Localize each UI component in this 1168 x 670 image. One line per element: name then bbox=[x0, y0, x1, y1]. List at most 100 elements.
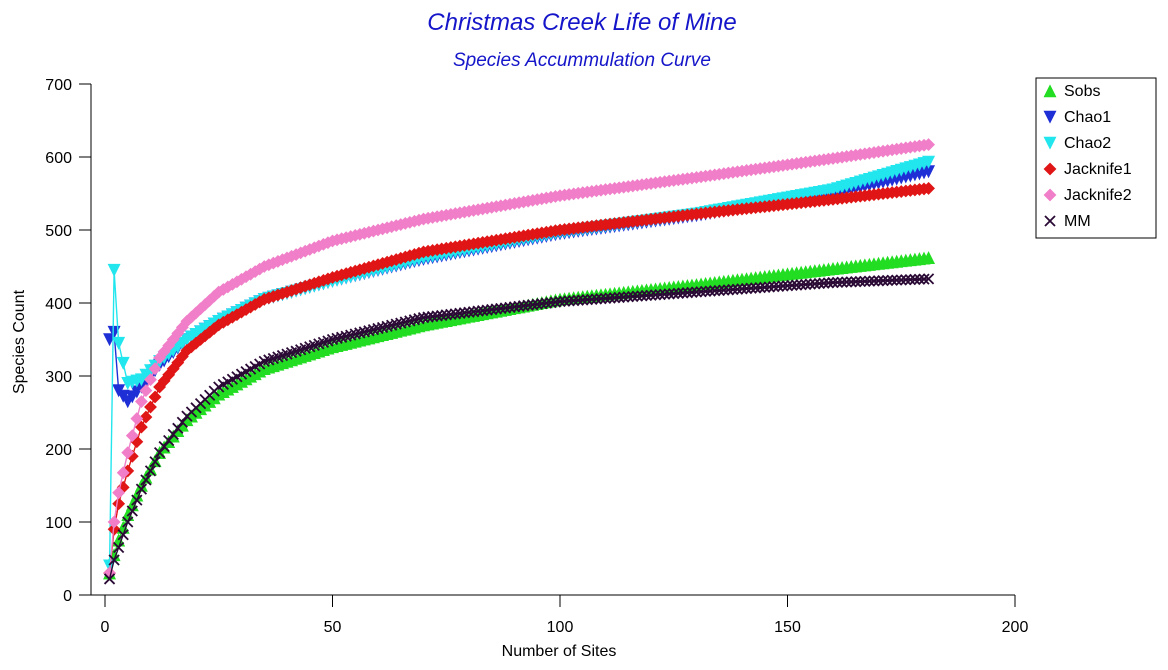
mm-point bbox=[172, 422, 184, 434]
x-axis-label: Number of Sites bbox=[502, 643, 617, 660]
mm-point bbox=[490, 303, 502, 315]
mm-point bbox=[745, 282, 757, 294]
mm-point bbox=[517, 300, 530, 312]
y-tick-label: 500 bbox=[45, 223, 72, 240]
mm-point bbox=[431, 310, 443, 322]
jacknife1-point bbox=[139, 410, 153, 424]
mm-point bbox=[536, 298, 548, 310]
mm-point bbox=[859, 275, 871, 287]
mm-point bbox=[649, 289, 662, 301]
mm-point bbox=[577, 294, 589, 306]
mm-point bbox=[790, 279, 803, 291]
mm-point bbox=[900, 274, 912, 286]
mm-point bbox=[891, 274, 903, 286]
mm-point bbox=[522, 299, 534, 311]
legend-jacknife1-point bbox=[1043, 162, 1057, 176]
mm-point bbox=[599, 292, 612, 305]
mm-point bbox=[786, 279, 798, 292]
y-axis-label: Species Count bbox=[11, 289, 28, 394]
chart-subtitle: Species Accummulation Curve bbox=[453, 50, 711, 71]
mm-point bbox=[568, 294, 580, 307]
series-mm bbox=[103, 273, 935, 585]
mm-point bbox=[103, 573, 116, 585]
mm-point bbox=[426, 310, 439, 323]
mm-point bbox=[417, 311, 430, 324]
mm-point bbox=[549, 296, 562, 308]
jacknife1-point bbox=[134, 420, 148, 434]
mm-point bbox=[736, 283, 748, 295]
mm-point bbox=[108, 554, 120, 566]
mm-point bbox=[618, 291, 630, 303]
jacknife2-point bbox=[107, 515, 121, 529]
mm-point bbox=[872, 275, 885, 287]
mm-point bbox=[850, 276, 862, 288]
jacknife1-point bbox=[144, 400, 157, 414]
x-tick-label: 100 bbox=[547, 619, 574, 636]
mm-point bbox=[613, 291, 625, 304]
mm-point bbox=[822, 277, 835, 289]
jacknife1-point bbox=[112, 497, 126, 511]
mm-point bbox=[167, 428, 179, 441]
jacknife2-point bbox=[139, 384, 153, 398]
mm-point bbox=[909, 273, 921, 286]
mm-point bbox=[153, 447, 166, 459]
jacknife1-point bbox=[922, 181, 935, 195]
mm-point bbox=[690, 286, 703, 298]
jacknife2-point bbox=[116, 466, 130, 480]
mm-point bbox=[704, 285, 716, 297]
series-jacknife2 bbox=[103, 138, 935, 580]
mm-point bbox=[608, 292, 621, 304]
chao2-point bbox=[922, 155, 936, 169]
axes-layer: 0 50 100 150 200 0 100 200 300 400 500 600 700 bbox=[45, 77, 1028, 636]
mm-point bbox=[645, 289, 657, 301]
mm-point bbox=[595, 293, 607, 305]
mm-point bbox=[176, 416, 188, 428]
mm-point bbox=[499, 302, 512, 314]
mm-point bbox=[495, 302, 507, 315]
mm-point bbox=[558, 295, 571, 307]
legend-box bbox=[1035, 77, 1157, 239]
series-chao2 bbox=[103, 155, 936, 573]
mm-point bbox=[477, 305, 489, 317]
mm-point bbox=[681, 287, 694, 299]
mm-point bbox=[831, 276, 844, 289]
plot-layer bbox=[103, 138, 936, 585]
legend-label-chao1: Chao1 bbox=[1064, 109, 1111, 126]
chao2-point bbox=[112, 336, 126, 350]
mm-point bbox=[750, 282, 762, 294]
legend-chao1-point bbox=[1043, 110, 1057, 124]
chao2-point bbox=[116, 356, 130, 370]
mm-point bbox=[922, 273, 935, 285]
mm-point bbox=[117, 529, 129, 541]
y-tick-label: 200 bbox=[45, 442, 72, 459]
y-tick-label: 700 bbox=[45, 77, 72, 94]
mm-point bbox=[709, 285, 721, 297]
mm-point bbox=[144, 465, 157, 477]
jacknife2-point bbox=[125, 429, 139, 443]
mm-point bbox=[754, 281, 766, 294]
mm-point bbox=[863, 275, 876, 287]
legend-sobs-point bbox=[1043, 84, 1057, 98]
x-tick-label: 150 bbox=[774, 619, 801, 636]
jacknife1-point bbox=[148, 390, 162, 404]
mm-point bbox=[895, 274, 907, 286]
legend-jacknife2-point bbox=[1043, 188, 1057, 202]
mm-point bbox=[663, 288, 675, 300]
jacknife2-point bbox=[134, 395, 148, 408]
mm-point bbox=[813, 277, 825, 290]
jacknife2-point bbox=[148, 362, 162, 376]
mm-point bbox=[131, 494, 143, 506]
mm-point bbox=[795, 279, 807, 291]
legend-chao2-point bbox=[1043, 136, 1057, 150]
mm-point bbox=[622, 291, 634, 303]
legend-label-jacknife2: Jacknife2 bbox=[1064, 187, 1132, 204]
mm-point bbox=[513, 300, 525, 312]
mm-point bbox=[740, 282, 753, 295]
y-tick-label: 0 bbox=[63, 588, 72, 605]
sobs-point bbox=[922, 251, 936, 265]
mm-point bbox=[122, 516, 134, 528]
mm-point bbox=[809, 278, 821, 290]
mm-point bbox=[554, 295, 566, 308]
mm-point bbox=[668, 287, 680, 300]
